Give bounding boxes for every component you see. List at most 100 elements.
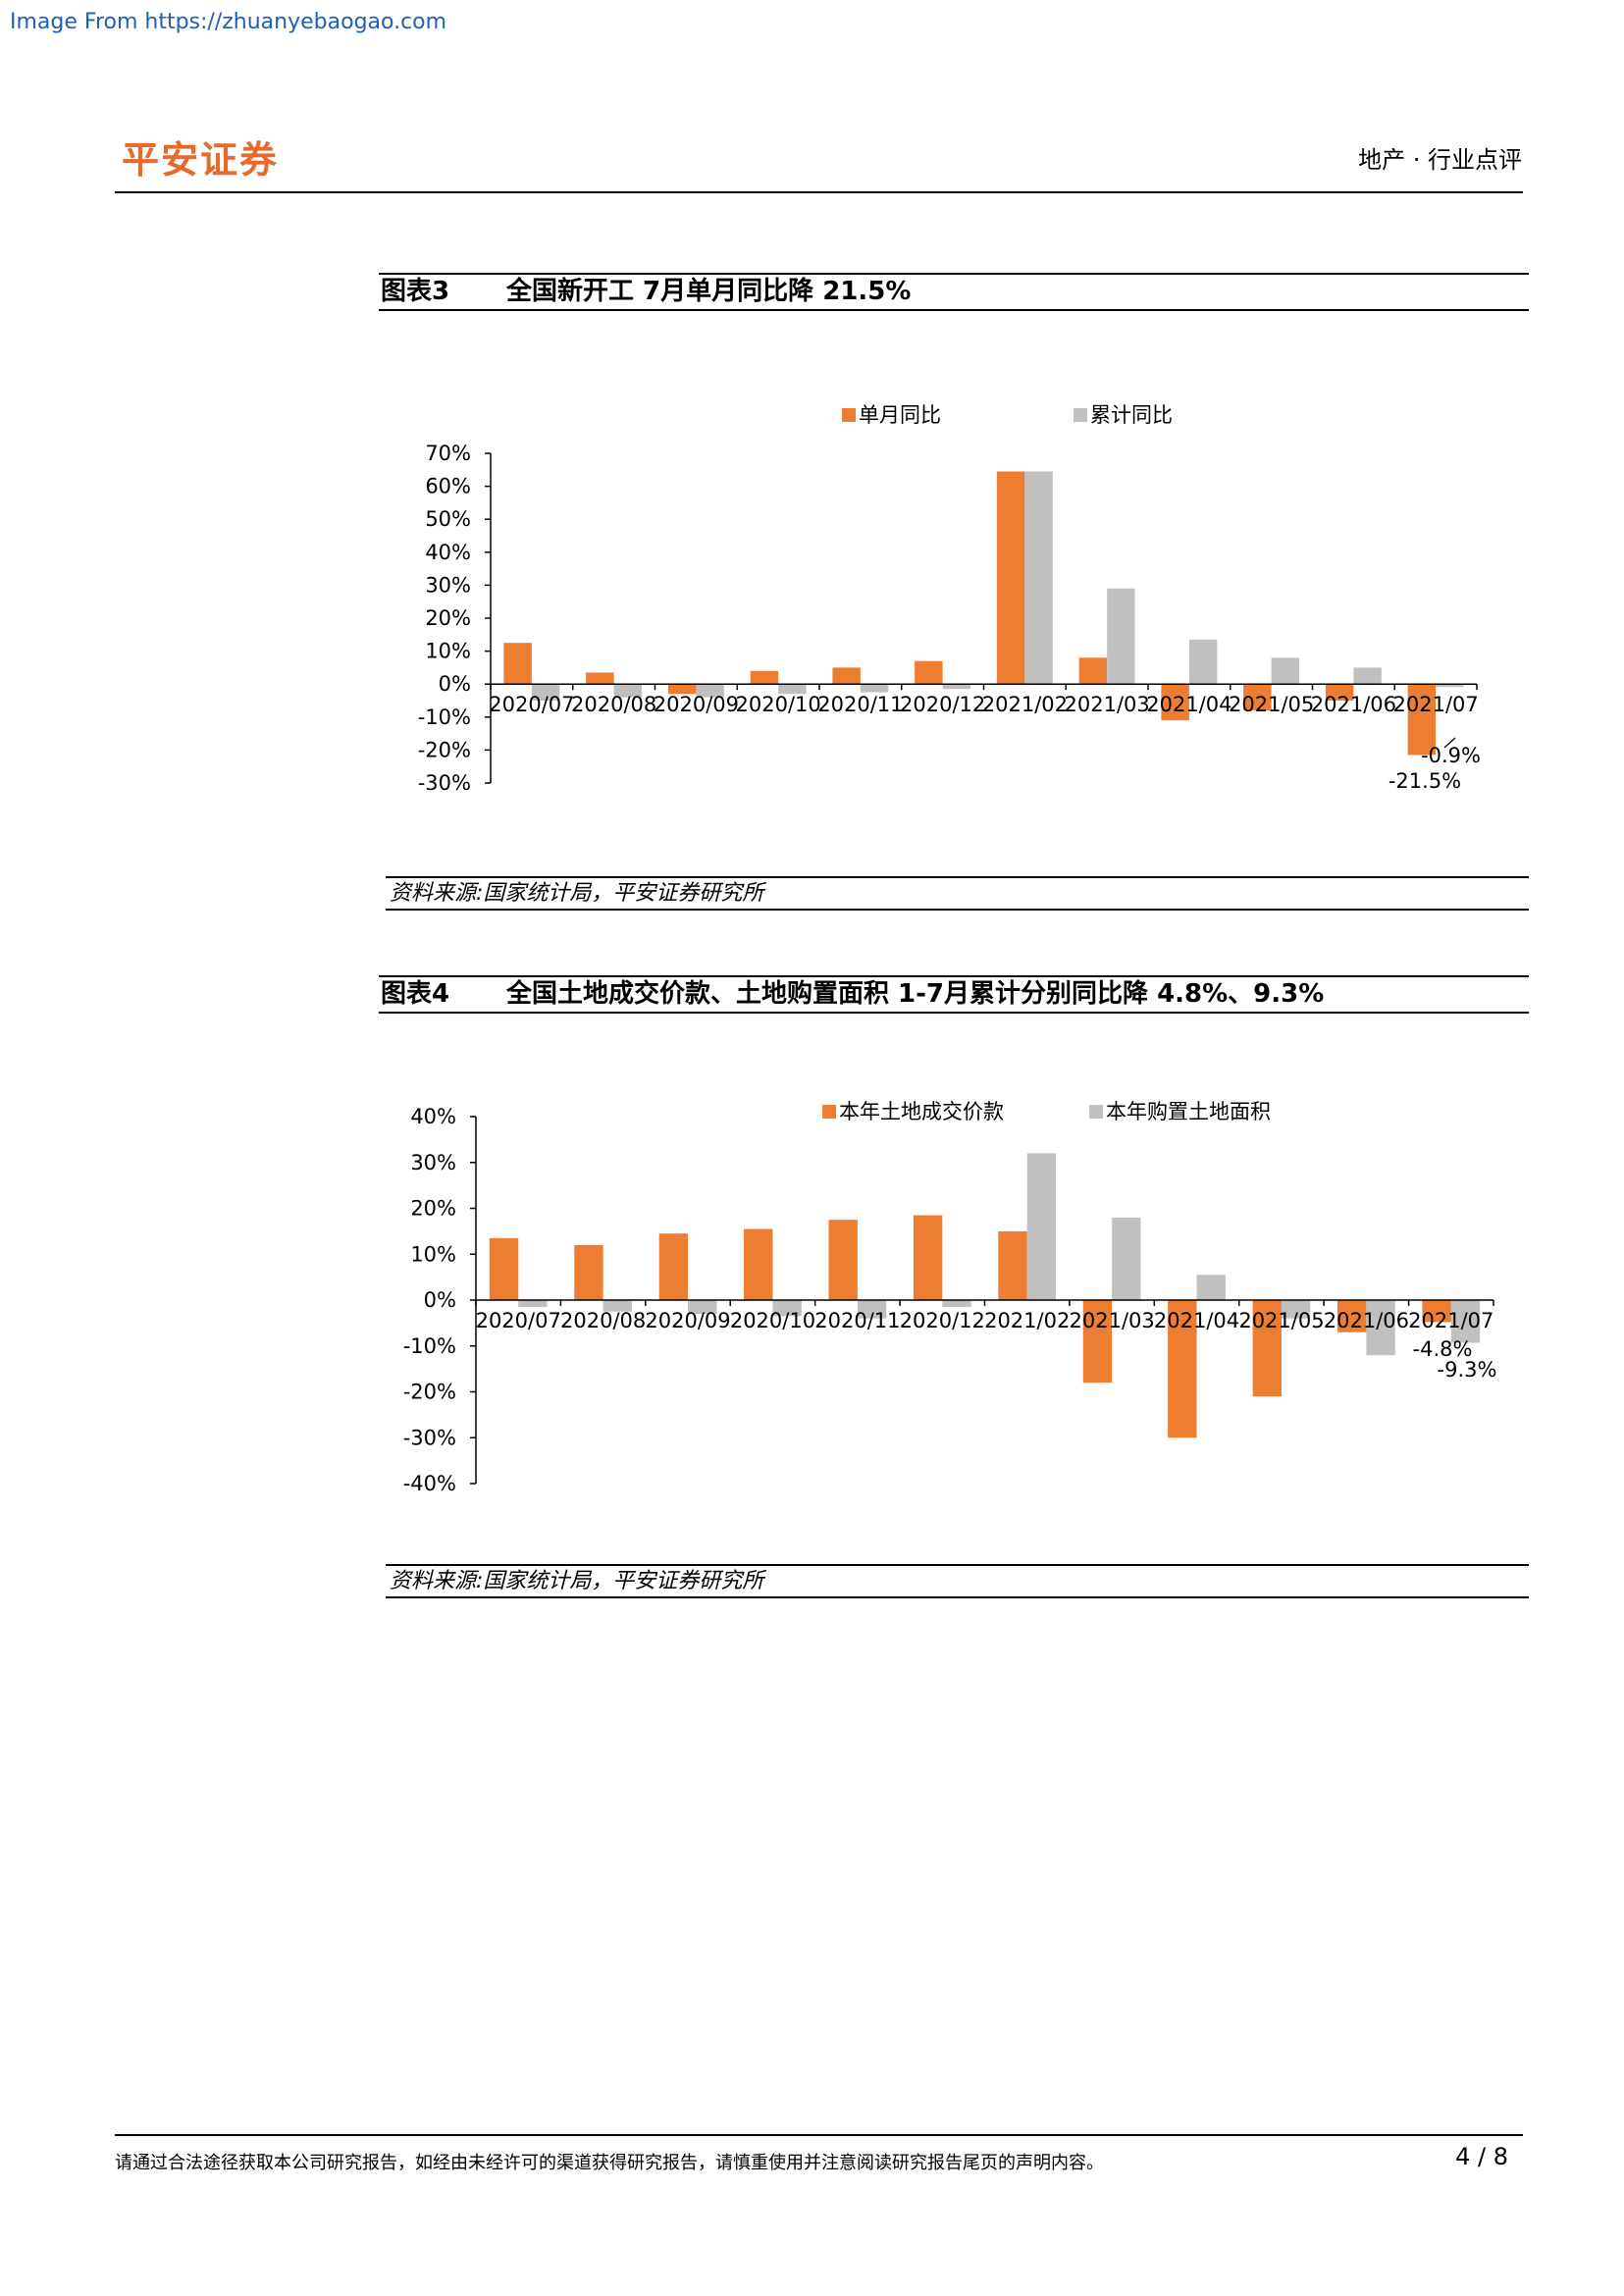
y-tick-label: 10% [410, 1242, 456, 1266]
y-tick-label: 0% [424, 1288, 456, 1312]
y-tick-label: 20% [410, 1197, 456, 1221]
bar-series-1 [1243, 684, 1272, 711]
figure-title-text: 全国新开工 7月单月同比降 21.5% [506, 277, 912, 306]
bar-series-1 [1168, 1300, 1197, 1438]
bar-series-2 [613, 684, 643, 698]
x-tick-label: 2021/05 [1238, 1309, 1324, 1332]
bar-series-2 [857, 1300, 887, 1319]
y-tick-label: -10% [403, 1334, 456, 1358]
bar-series-2 [1271, 657, 1300, 685]
header-divider [115, 191, 1523, 193]
brand-logo: 平安证券 [122, 138, 280, 182]
figure-title-text: 全国土地成交价款、土地购置面积 1-7月累计分别同比降 4.8%、9.3% [506, 979, 1325, 1009]
legend-label: 单月同比 [859, 403, 941, 427]
x-tick-label: 2021/02 [982, 693, 1068, 716]
x-tick-label: 2020/09 [645, 1309, 730, 1332]
bar-series-1 [586, 672, 614, 685]
bar-series-2 [1188, 639, 1218, 685]
y-tick-label: 0% [439, 672, 471, 696]
chart-land: 40%30%20%10%0%-10%-20%-30%-40%2020/07 202… [403, 1100, 1497, 1495]
x-tick-label: 2021/04 [1154, 1309, 1239, 1332]
bar-series-1 [1422, 1300, 1451, 1323]
source-link[interactable]: Image From https://zhuanyebaogao.com [10, 10, 447, 34]
x-tick-label: 2020/08 [560, 1309, 646, 1332]
y-tick-label: -30% [403, 1426, 456, 1449]
footer-disclaimer: 请通过合法途径获取本公司研究报告，如经由未经许可的渠道获得研究报告，请慎重使用并… [115, 2153, 1104, 2173]
x-tick-label: 2021/03 [1070, 1309, 1155, 1332]
figure-4-source: 资料来源:国家统计局，平安证券研究所 [386, 1564, 1529, 1598]
bar-series-1 [1082, 1300, 1113, 1383]
figure-number: 图表4 [381, 979, 450, 1009]
bar-series-1 [996, 471, 1025, 685]
figure-3-title: 图表3 全国新开工 7月单月同比降 21.5% [379, 273, 1529, 311]
x-tick-label: 2020/09 [654, 693, 739, 716]
x-tick-label: 2020/10 [730, 1309, 815, 1332]
x-tick-label: 2021/03 [1065, 693, 1150, 716]
data-label: -0.9% [1421, 744, 1481, 767]
bar-series-2 [1450, 1300, 1481, 1343]
bar-series-2 [602, 1300, 633, 1312]
bar-series-2 [942, 684, 971, 690]
annotation-leader [1443, 737, 1456, 749]
bar-series-1 [915, 660, 943, 685]
bar-series-2 [1436, 684, 1464, 688]
y-tick-label: 60% [425, 475, 471, 498]
legend-label: 本年购置土地面积 [1106, 1100, 1271, 1123]
y-tick-label: -20% [418, 738, 471, 761]
x-tick-label: 2020/10 [736, 693, 821, 716]
bar-series-2 [1107, 588, 1135, 685]
bar-series-2 [942, 1300, 971, 1308]
legend-swatch [822, 1105, 836, 1119]
bar-series-1 [667, 684, 697, 695]
bar-series-1 [1336, 1300, 1367, 1332]
figure-number: 图表3 [381, 277, 450, 306]
x-tick-label: 2021/04 [1146, 693, 1231, 716]
y-tick-label: 40% [410, 1105, 456, 1128]
bar-series-2 [518, 1300, 548, 1308]
bar-series-2 [1112, 1217, 1141, 1300]
bar-series-1 [1407, 684, 1437, 756]
page-number: 4 / 8 [1455, 2143, 1508, 2170]
legend-label: 累计同比 [1090, 403, 1173, 427]
footer-divider [115, 2134, 1523, 2136]
y-tick-label: -10% [418, 705, 471, 729]
x-tick-label: 2021/07 [1408, 1309, 1493, 1332]
bar-series-2 [1026, 1153, 1057, 1300]
bar-series-2 [531, 684, 560, 701]
bar-series-1 [1325, 684, 1354, 701]
legend-swatch [1089, 1105, 1103, 1119]
data-label: -21.5% [1388, 769, 1461, 793]
y-tick-label: 20% [425, 606, 471, 630]
bar-series-1 [1252, 1300, 1282, 1397]
x-tick-label: 2021/07 [1393, 693, 1479, 716]
bar-series-2 [1196, 1275, 1226, 1300]
x-tick-label: 2021/06 [1311, 693, 1396, 716]
y-tick-label: 40% [425, 541, 471, 564]
section-label: 地产 · 行业点评 [1358, 146, 1522, 174]
y-tick-label: 30% [410, 1151, 456, 1174]
x-tick-label: 2021/02 [984, 1309, 1070, 1332]
bar-series-2 [1281, 1300, 1311, 1319]
x-tick-label: 2020/08 [571, 693, 656, 716]
bar-series-2 [778, 684, 807, 695]
bar-series-1 [744, 1228, 773, 1300]
figure-3-source: 资料来源:国家统计局，平安证券研究所 [386, 876, 1529, 911]
bar-series-1 [913, 1215, 943, 1300]
data-label: -4.8% [1413, 1337, 1473, 1361]
legend-label: 本年土地成交价款 [839, 1100, 1004, 1123]
bar-series-2 [1366, 1300, 1395, 1356]
x-tick-label: 2020/11 [814, 1309, 900, 1332]
bar-series-2 [772, 1300, 802, 1317]
data-label: -9.3% [1438, 1358, 1497, 1382]
x-tick-label: 2020/07 [489, 693, 574, 716]
bar-series-2 [860, 684, 889, 693]
bar-series-1 [574, 1244, 603, 1300]
x-tick-label: 2021/06 [1324, 1309, 1409, 1332]
bar-series-1 [503, 643, 532, 685]
x-tick-label: 2020/12 [900, 1309, 985, 1332]
y-tick-label: 10% [425, 640, 471, 663]
x-tick-label: 2020/07 [476, 1309, 561, 1332]
bar-series-2 [1024, 471, 1053, 685]
y-tick-label: 70% [425, 442, 471, 465]
bar-series-1 [1078, 657, 1108, 685]
